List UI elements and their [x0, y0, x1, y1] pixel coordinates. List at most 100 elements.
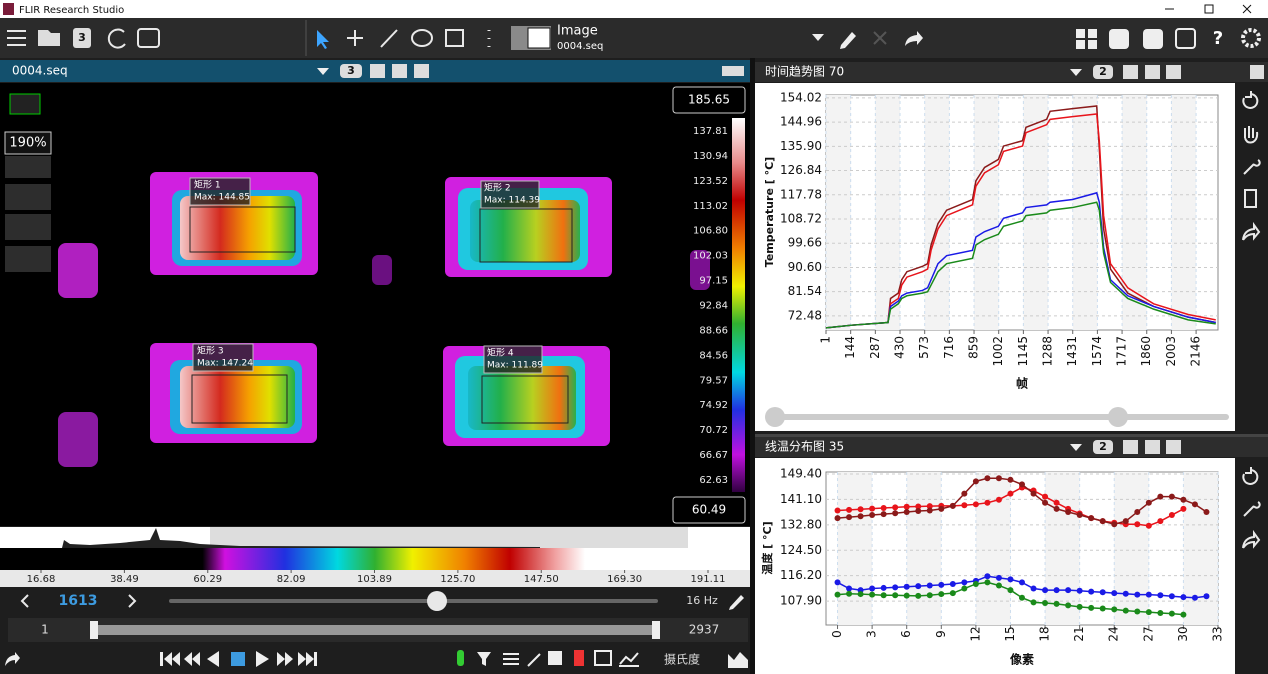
data-point: [926, 592, 933, 599]
colorbar-min: 60.49: [692, 503, 726, 517]
plot-band: [1183, 472, 1218, 625]
select-tool[interactable]: [317, 30, 329, 49]
profile-popout[interactable]: [1166, 440, 1181, 454]
data-point: [1203, 508, 1210, 515]
histogram-tick-label: 103.89: [357, 574, 392, 585]
rect-tool[interactable]: [445, 29, 464, 47]
settings-button[interactable]: [1241, 28, 1261, 48]
y-tick-label: 107.90: [780, 594, 822, 608]
zoom-box[interactable]: [4, 131, 52, 155]
trend-popout[interactable]: [1166, 65, 1181, 79]
frame-rate[interactable]: 16 Hz: [686, 594, 718, 607]
range-slider[interactable]: [92, 625, 660, 635]
thumbnail[interactable]: [9, 93, 41, 115]
line-tool[interactable]: [380, 29, 398, 48]
delete-button[interactable]: [873, 31, 887, 45]
range-handle[interactable]: [90, 621, 98, 639]
trend-range-handle[interactable]: [1108, 407, 1128, 427]
data-point: [880, 511, 887, 518]
image-tab[interactable]: 0004.seq: [12, 64, 68, 78]
chart-button[interactable]: [728, 652, 748, 668]
colorbar-min-box[interactable]: [672, 496, 746, 524]
edit-rate[interactable]: [729, 595, 744, 610]
data-point: [1099, 589, 1106, 596]
help-button[interactable]: ?: [1213, 28, 1223, 49]
splitter[interactable]: [750, 58, 755, 674]
plot-band: [875, 95, 901, 330]
colorbar-tick-label: 123.52: [693, 176, 728, 187]
move-tool[interactable]: [347, 30, 363, 46]
transport-controls[interactable]: [160, 651, 317, 667]
share-button[interactable]: [905, 31, 923, 46]
add-panel-button[interactable]: [1109, 29, 1129, 49]
data-point: [961, 579, 968, 586]
data-point: [949, 590, 956, 597]
data-point: [995, 496, 1002, 503]
data-point: [1168, 610, 1175, 617]
panel-close[interactable]: [1250, 65, 1264, 79]
roi-rects[interactable]: [189, 206, 573, 424]
profile-tools[interactable]: [1242, 467, 1261, 549]
view-toolbar[interactable]: [457, 650, 639, 667]
layout-button[interactable]: [1076, 29, 1097, 49]
frame-number[interactable]: 1613: [59, 593, 98, 609]
trend-range-handle[interactable]: [765, 407, 785, 427]
tools-button[interactable]: [5, 246, 51, 272]
tab-palette[interactable]: [722, 66, 744, 76]
refresh-button[interactable]: [107, 28, 126, 49]
next-frame[interactable]: [128, 594, 137, 608]
frame-slider-knob[interactable]: [427, 591, 447, 611]
data-point: [1065, 508, 1072, 515]
ellipse-tool[interactable]: [411, 29, 433, 47]
trend-edit[interactable]: [1145, 65, 1160, 79]
range-handle[interactable]: [652, 621, 660, 639]
data-point: [949, 580, 956, 587]
data-point: [984, 573, 991, 580]
roi-button[interactable]: [5, 184, 51, 210]
app-icon: [3, 3, 14, 15]
source-dropdown[interactable]: [812, 34, 824, 41]
roi-name: 矩形 4: [487, 347, 514, 359]
profile-header: [755, 437, 1268, 457]
file-count-icon[interactable]: [73, 28, 91, 48]
add-view-button[interactable]: [1143, 29, 1163, 49]
data-point: [1053, 505, 1060, 512]
series-line: [825, 201, 1216, 329]
temperature-unit[interactable]: 摄氏度: [664, 652, 700, 667]
close-button[interactable]: [1242, 4, 1252, 14]
snapshot-button[interactable]: [137, 28, 160, 48]
fit-button[interactable]: [5, 156, 51, 178]
y-tick-label: 117.78: [780, 187, 822, 201]
histogram-tick-label: 38.49: [110, 574, 139, 585]
profile-edit[interactable]: [1145, 440, 1160, 454]
open-button[interactable]: [38, 30, 60, 46]
range-start[interactable]: 1: [41, 623, 49, 637]
prev-frame[interactable]: [20, 594, 29, 608]
data-point: [846, 506, 853, 513]
trend-close[interactable]: [1123, 65, 1138, 79]
trend-tools[interactable]: [1242, 91, 1261, 241]
window-button[interactable]: [1175, 28, 1196, 49]
tab-close[interactable]: [370, 64, 385, 78]
export-button[interactable]: [5, 652, 20, 666]
profile-close[interactable]: [1123, 440, 1138, 454]
menu-button[interactable]: [7, 30, 26, 46]
edit-button[interactable]: [840, 32, 856, 49]
tab-edit[interactable]: [392, 64, 407, 78]
range-end[interactable]: 2937: [689, 623, 720, 637]
data-point: [961, 502, 968, 509]
data-point: [1088, 588, 1095, 595]
data-point: [1076, 587, 1083, 594]
tab-popout[interactable]: [414, 64, 429, 78]
trend-dropdown[interactable]: [1070, 69, 1082, 76]
data-point: [857, 506, 864, 513]
colorbar-max-box[interactable]: [672, 86, 746, 114]
data-point: [1180, 505, 1187, 512]
restore-button[interactable]: [1204, 4, 1214, 14]
profile-dropdown[interactable]: [1070, 444, 1082, 451]
tab-dropdown[interactable]: [317, 68, 329, 75]
data-point: [1030, 599, 1037, 606]
panel-divider[interactable]: [755, 434, 1268, 437]
thermal-view[interactable]: [0, 83, 750, 526]
compare-button[interactable]: [5, 214, 51, 240]
